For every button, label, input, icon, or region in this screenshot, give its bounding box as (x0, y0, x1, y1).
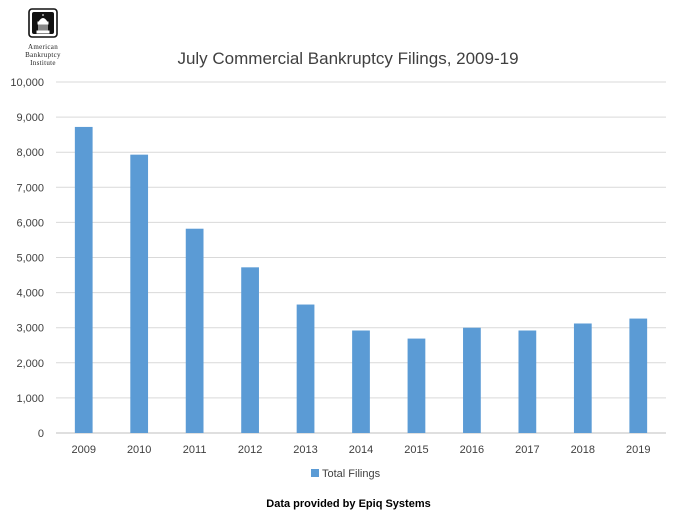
legend-label: Total Filings (322, 468, 381, 480)
bar-2011 (185, 228, 204, 433)
legend-swatch (311, 469, 319, 477)
x-tick-label: 2016 (460, 444, 484, 456)
bar-chart-svg: July Commercial Bankruptcy Filings, 2009… (10, 49, 666, 480)
y-tick-label: 4,000 (16, 288, 44, 300)
y-tick-label: 5,000 (16, 253, 44, 265)
logo-line-2: Bankruptcy (25, 51, 61, 59)
y-tick-label: 2,000 (16, 358, 44, 370)
bars (74, 126, 648, 434)
bar-2012 (241, 267, 259, 433)
logo-line-1: American (28, 43, 58, 51)
bar-2015 (407, 338, 426, 433)
x-tick-label: 2013 (293, 444, 317, 456)
x-tick-label: 2014 (349, 444, 373, 456)
bar-2010 (130, 154, 149, 434)
y-tick-label: 3,000 (16, 323, 44, 335)
logo-text: American Bankruptcy Institute (12, 43, 74, 67)
x-tick-label: 2015 (404, 444, 428, 456)
abi-logo: American Bankruptcy Institute (12, 8, 74, 68)
footer-note: Data provided by Epiq Systems (266, 498, 431, 510)
y-tick-label: 10,000 (10, 77, 44, 89)
x-tick-label: 2018 (571, 444, 595, 456)
y-tick-label: 7,000 (16, 182, 44, 194)
chart-title: July Commercial Bankruptcy Filings, 2009… (177, 49, 518, 68)
bar-2017 (518, 330, 537, 433)
logo-line-3: Institute (30, 59, 56, 67)
capitol-dome-icon (28, 8, 58, 38)
x-tick-label: 2017 (515, 444, 539, 456)
gridlines (56, 81, 666, 434)
legend: Total Filings (311, 468, 381, 480)
y-tick-label: 9,000 (16, 112, 44, 124)
bar-2019 (629, 318, 648, 433)
x-tick-label: 2019 (626, 444, 650, 456)
bar-2016 (463, 327, 481, 433)
bar-2009 (74, 126, 93, 433)
y-axis-tick-labels: 0 1,000 2,000 3,000 4,000 5,000 6,000 7,000 8,00… (10, 77, 44, 440)
x-axis-tick-labels: 2009 2010 2011 2012 2013 2014 2015 2016 2017 2018… (71, 444, 650, 456)
x-tick-label: 2009 (71, 444, 95, 456)
y-tick-label: 8,000 (16, 147, 44, 159)
y-tick-label: 0 (38, 428, 44, 440)
x-tick-label: 2011 (183, 444, 207, 456)
y-tick-label: 6,000 (16, 217, 44, 229)
x-tick-label: 2012 (238, 444, 262, 456)
bar-2014 (352, 330, 370, 433)
bar-2018 (573, 323, 592, 433)
x-tick-label: 2010 (127, 444, 151, 456)
bar-2013 (296, 304, 315, 433)
y-tick-label: 1,000 (16, 393, 44, 405)
